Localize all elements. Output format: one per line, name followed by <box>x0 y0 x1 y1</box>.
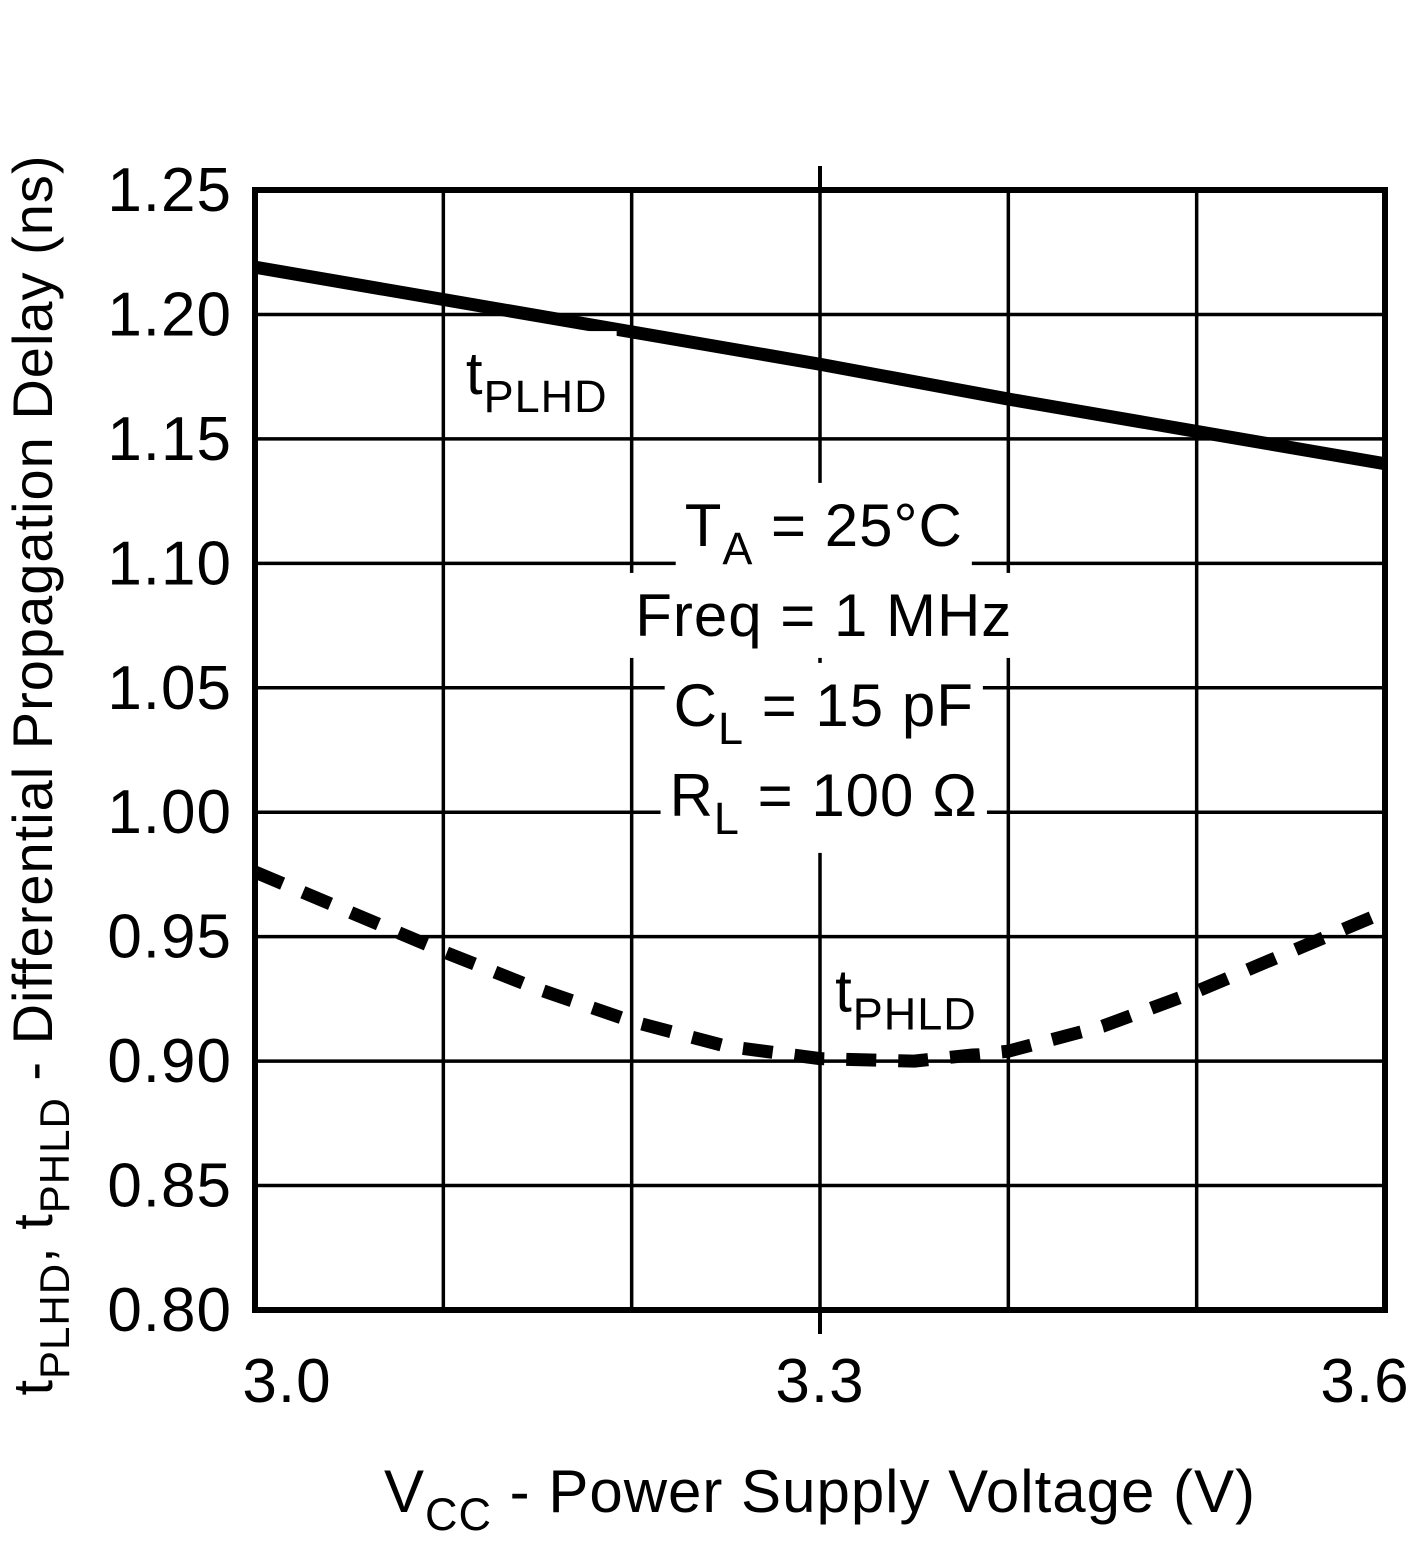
label-background <box>664 662 983 763</box>
annotation-line: Freq = 1 MHz <box>635 582 1012 649</box>
series-label-tPLHD: tPLHD <box>466 340 608 422</box>
y-tick-label: 1.00 <box>107 778 232 847</box>
annotation-line: TA = 25°C <box>685 492 963 574</box>
label-background <box>626 572 1022 658</box>
y-tick-label: 1.15 <box>107 405 232 474</box>
label-background <box>660 752 987 853</box>
y-tick-label: 0.95 <box>107 903 232 972</box>
x-axis-label: VCC - Power Supply Voltage (V) <box>384 1458 1256 1540</box>
x-tick-label: 3.0 <box>242 1347 331 1416</box>
annotation-line: RL = 100 Ω <box>670 762 978 844</box>
y-tick-label: 1.25 <box>107 156 232 225</box>
y-tick-label: 1.20 <box>107 280 232 349</box>
text-layer: 0.80 0.85 0.90 0.95 1.00 1.05 1.10 1.15 1.20 1.25… <box>1 154 1409 1540</box>
label-background <box>675 482 972 583</box>
series-line-tPLHD <box>253 260 1387 471</box>
series-layer <box>252 260 1388 1068</box>
x-tick-label: 3.6 <box>1320 1347 1409 1416</box>
y-tick-label: 0.80 <box>107 1276 232 1345</box>
label-background <box>826 948 986 1049</box>
y-axis-label: tPLHD, tPHLD - Differential Propagation … <box>1 154 78 1395</box>
annotation-line: CL = 15 pF <box>674 672 974 754</box>
series-label-tPHLD: tPHLD <box>835 957 977 1039</box>
frame-layer <box>252 166 1388 1334</box>
series-line-tPHLD <box>252 865 1388 1068</box>
y-tick-label: 1.10 <box>107 529 232 598</box>
y-tick-label: 0.85 <box>107 1152 232 1221</box>
label-background <box>456 331 617 432</box>
x-tick-label: 3.3 <box>775 1347 864 1416</box>
y-tick-label: 1.05 <box>107 654 232 723</box>
y-tick-label: 0.90 <box>107 1027 232 1096</box>
